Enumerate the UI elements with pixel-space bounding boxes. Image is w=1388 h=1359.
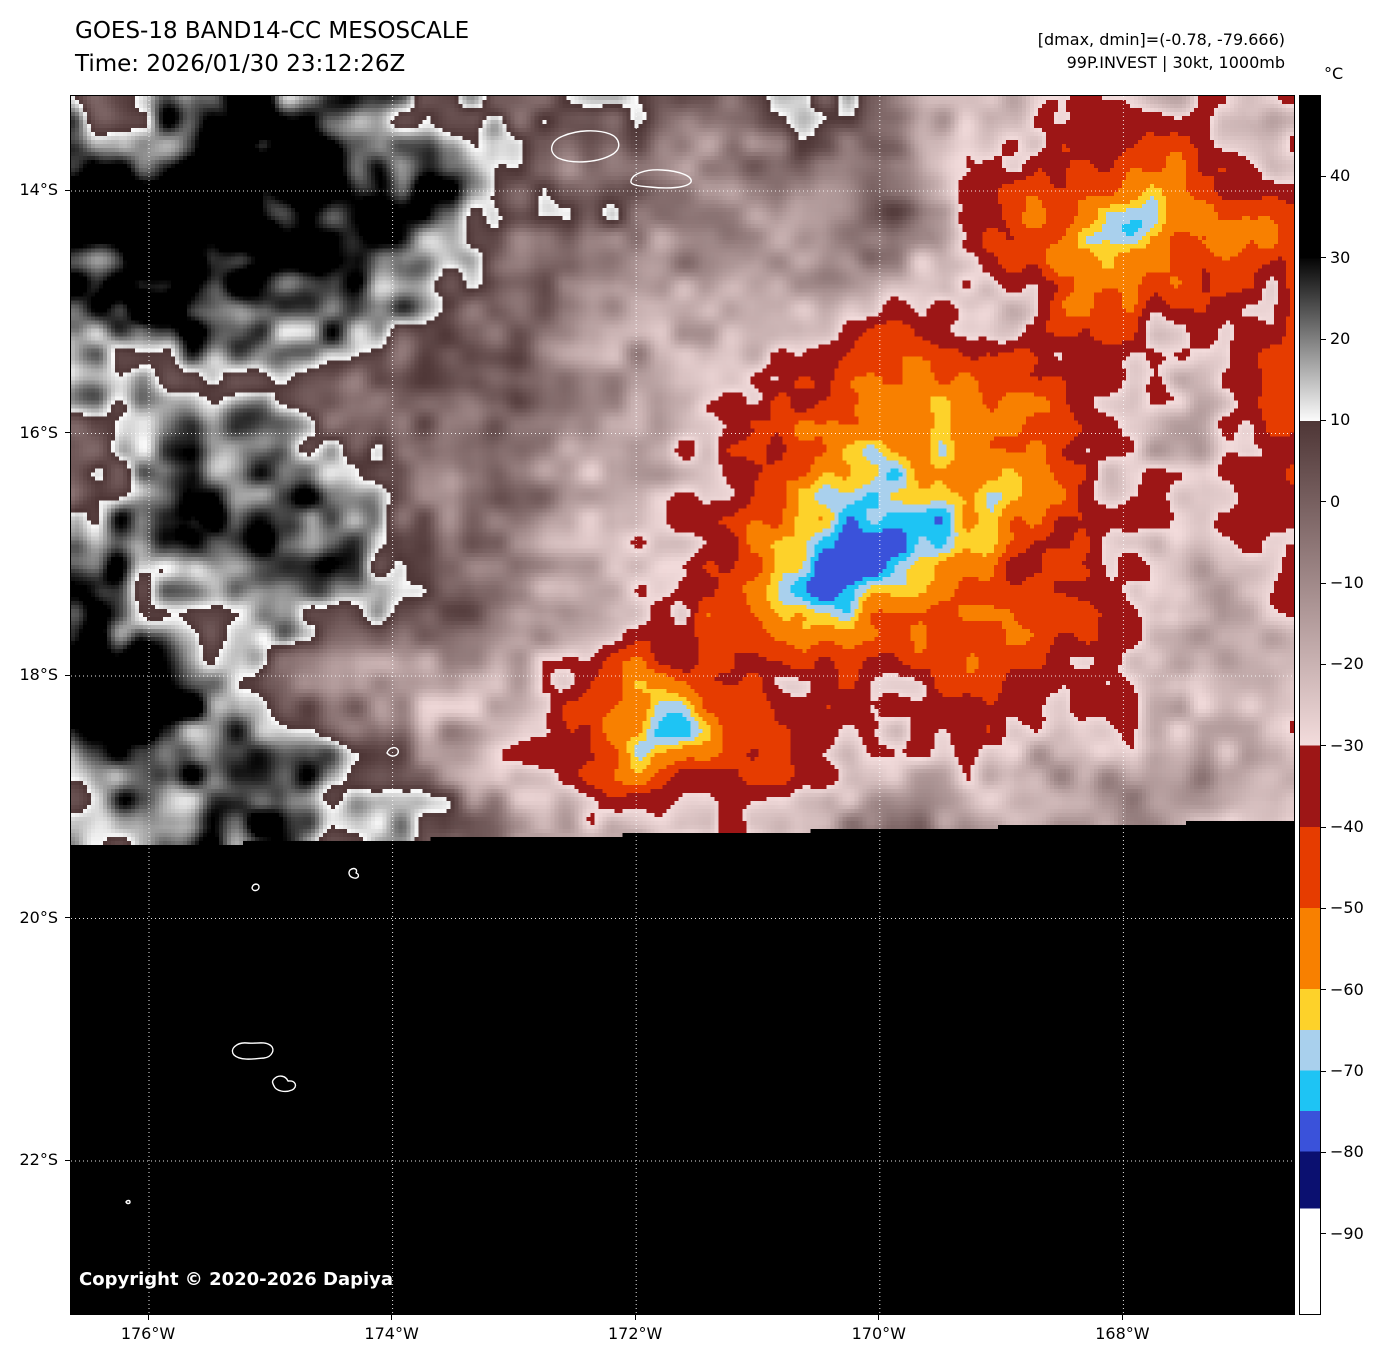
colorbar-tick-label: −70 — [1330, 1061, 1364, 1080]
lat-tick-label: 16°S — [19, 422, 58, 442]
lat-tick-mark — [65, 674, 70, 676]
colorbar-tick-label: −20 — [1330, 654, 1364, 674]
colorbar-tick-label: 40 — [1330, 166, 1351, 186]
colorbar-tick-mark — [1321, 338, 1326, 340]
colorbar-tick-mark — [1321, 257, 1326, 259]
colorbar-tick-label: −40 — [1330, 817, 1364, 836]
colorbar-tick-mark — [1321, 1233, 1326, 1235]
storm-info: 99P.INVEST | 30kt, 1000mb — [1066, 53, 1285, 72]
lat-tick-label: 20°S — [19, 907, 58, 927]
colorbar-tick-label: 20 — [1330, 329, 1351, 348]
colorbar-tick-label: −50 — [1330, 898, 1364, 918]
colorbar-tick-mark — [1321, 1151, 1326, 1153]
colorbar — [1299, 95, 1321, 1315]
colorbar-tick-label: −60 — [1330, 979, 1364, 999]
lat-tick-mark — [65, 189, 70, 191]
lat-tick-label: 22°S — [19, 1150, 58, 1169]
colorbar-tick-mark — [1321, 501, 1326, 503]
lon-tick-label: 168°W — [1095, 1324, 1150, 1343]
satellite-image — [71, 96, 1294, 1314]
lon-tick-mark — [1121, 1315, 1123, 1320]
colorbar-tick-label: −30 — [1330, 735, 1364, 755]
lat-tick-label: 14°S — [19, 180, 58, 199]
timestamp: Time: 2026/01/30 23:12:26Z — [75, 51, 406, 77]
lon-tick-mark — [147, 1315, 149, 1320]
page-title: GOES-18 BAND14-CC MESOSCALE — [75, 18, 470, 44]
lat-tick-mark — [65, 917, 70, 918]
colorbar-tick-mark — [1321, 907, 1326, 909]
colorbar-tick-label: 30 — [1330, 247, 1351, 267]
lon-tick-label: 172°W — [608, 1324, 663, 1343]
lon-tick-label: 174°W — [364, 1324, 419, 1343]
map-grid-overlay — [71, 96, 1294, 1314]
colorbar-unit: °C — [1324, 64, 1344, 83]
colorbar-tick-mark — [1321, 663, 1326, 665]
colorbar-tick-mark — [1321, 1070, 1326, 1072]
colorbar-tick-mark — [1321, 582, 1326, 584]
colorbar-tick-mark — [1321, 175, 1326, 177]
map-area: Copyright © 2020-2026 Dapiya — [70, 95, 1295, 1315]
lat-tick-label: 18°S — [19, 665, 58, 684]
lon-tick-mark — [391, 1315, 393, 1320]
colorbar-tick-mark — [1321, 989, 1326, 991]
colorbar-tick-mark — [1321, 745, 1326, 747]
lon-tick-mark — [634, 1315, 636, 1320]
lon-tick-label: 176°W — [120, 1324, 176, 1343]
colorbar-tick-label: −90 — [1330, 1223, 1364, 1243]
lat-tick-mark — [65, 432, 70, 433]
copyright: Copyright © 2020-2026 Dapiya — [79, 1269, 394, 1290]
colorbar-tick-label: −80 — [1330, 1142, 1364, 1162]
colorbar-tick-mark — [1321, 419, 1326, 421]
lon-tick-mark — [878, 1315, 880, 1320]
dmax-dmin-readout: [dmax, dmin]=(-0.78, -79.666) — [1037, 30, 1285, 49]
colorbar-tick-mark — [1321, 826, 1326, 828]
colorbar-tick-label: −10 — [1330, 573, 1364, 592]
lat-tick-mark — [65, 1159, 70, 1161]
colorbar-tick-label: 10 — [1330, 410, 1351, 430]
colorbar-tick-label: 0 — [1330, 491, 1341, 511]
lon-tick-label: 170°W — [851, 1324, 906, 1343]
